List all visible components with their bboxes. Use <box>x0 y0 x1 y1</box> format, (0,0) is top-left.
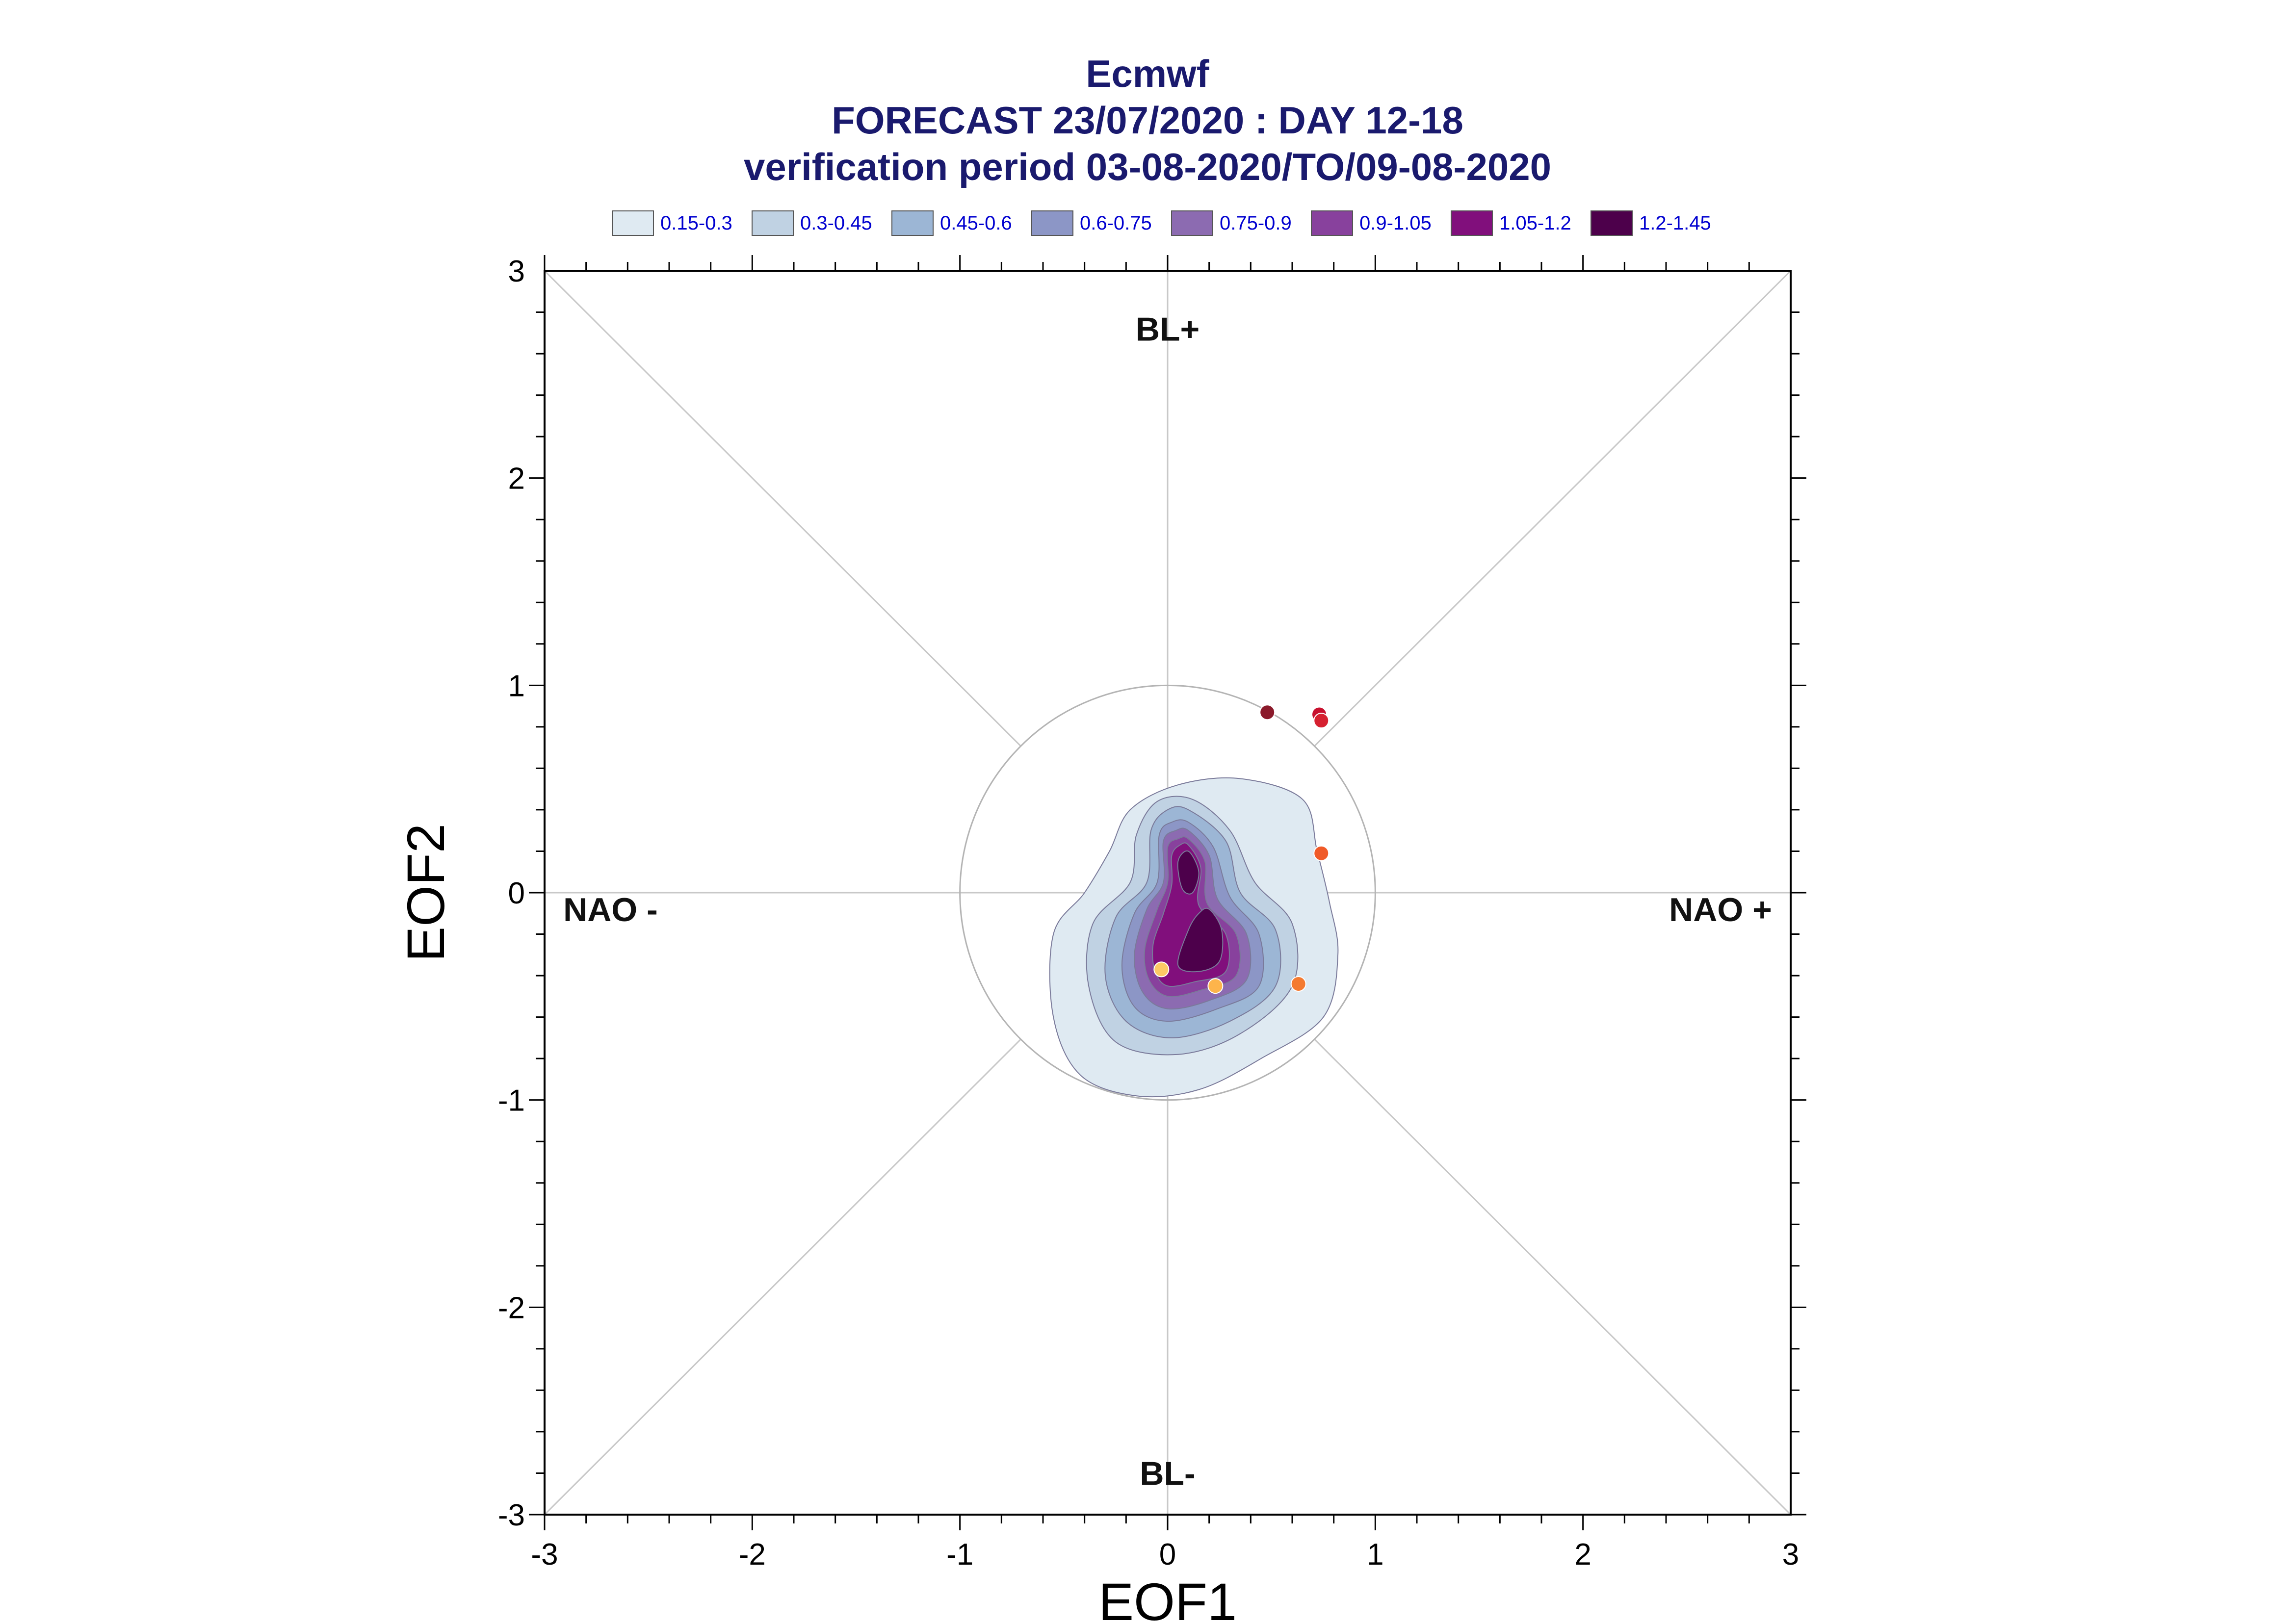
x-tick-label: -2 <box>739 1538 766 1572</box>
y-tick-label: 2 <box>508 462 525 496</box>
legend-swatch <box>1031 210 1073 236</box>
data-point <box>1313 845 1330 861</box>
data-point <box>1153 961 1170 978</box>
y-tick-label: -1 <box>498 1084 525 1118</box>
regime-label-bl-plus: BL+ <box>1136 310 1200 348</box>
legend-label: 0.15-0.3 <box>660 212 732 234</box>
regime-label-nao-plus: NAO + <box>1669 891 1772 928</box>
x-tick-label: 1 <box>1367 1538 1383 1572</box>
x-tick-label: 3 <box>1782 1538 1799 1572</box>
legend-label: 0.75-0.9 <box>1220 212 1292 234</box>
x-axis-label: EOF1 <box>1098 1572 1237 1624</box>
legend: 0.15-0.3 0.3-0.45 0.45-0.6 0.6-0.75 0.75-0.9… <box>612 210 1711 236</box>
data-point <box>1313 713 1330 729</box>
legend-swatch <box>752 210 794 236</box>
y-tick-label: 3 <box>508 255 525 288</box>
y-tick-label: 0 <box>508 876 525 910</box>
legend-label: 0.45-0.6 <box>940 212 1012 234</box>
chart-title-line-2: FORECAST 23/07/2020 : DAY 12-18 <box>832 99 1463 142</box>
density-contour <box>1177 907 1224 973</box>
regime-label-nao-minus: NAO - <box>563 891 658 928</box>
legend-swatch <box>612 210 654 236</box>
density-contour <box>1177 850 1200 895</box>
y-axis-label: EOF2 <box>396 824 455 962</box>
legend-swatch <box>1171 210 1213 236</box>
legend-swatch <box>1311 210 1353 236</box>
chart-title-line-1: Ecmwf <box>1086 52 1209 95</box>
x-tick-label: 0 <box>1159 1538 1176 1572</box>
legend-label: 0.6-0.75 <box>1080 212 1152 234</box>
y-tick-label: 1 <box>508 669 525 703</box>
data-point <box>1290 976 1306 992</box>
x-tick-label: 2 <box>1574 1538 1591 1572</box>
reference-circle <box>959 684 1376 1101</box>
legend-label: 1.2-1.45 <box>1639 212 1711 234</box>
data-point <box>1259 704 1276 721</box>
data-point <box>1207 978 1224 994</box>
x-tick-label: -3 <box>531 1538 558 1572</box>
legend-swatch <box>891 210 934 236</box>
x-tick-label: -1 <box>946 1538 973 1572</box>
legend-swatch <box>1591 210 1633 236</box>
legend-label: 0.9-1.05 <box>1359 212 1432 234</box>
y-tick-label: -2 <box>498 1291 525 1325</box>
legend-label: 1.05-1.2 <box>1499 212 1571 234</box>
regime-label-bl-minus: BL- <box>1140 1455 1195 1492</box>
legend-label: 0.3-0.45 <box>800 212 872 234</box>
chart-title-line-3: verification period 03-08-2020/TO/09-08-… <box>743 145 1552 188</box>
y-tick-label: -3 <box>498 1498 525 1532</box>
legend-swatch <box>1451 210 1493 236</box>
